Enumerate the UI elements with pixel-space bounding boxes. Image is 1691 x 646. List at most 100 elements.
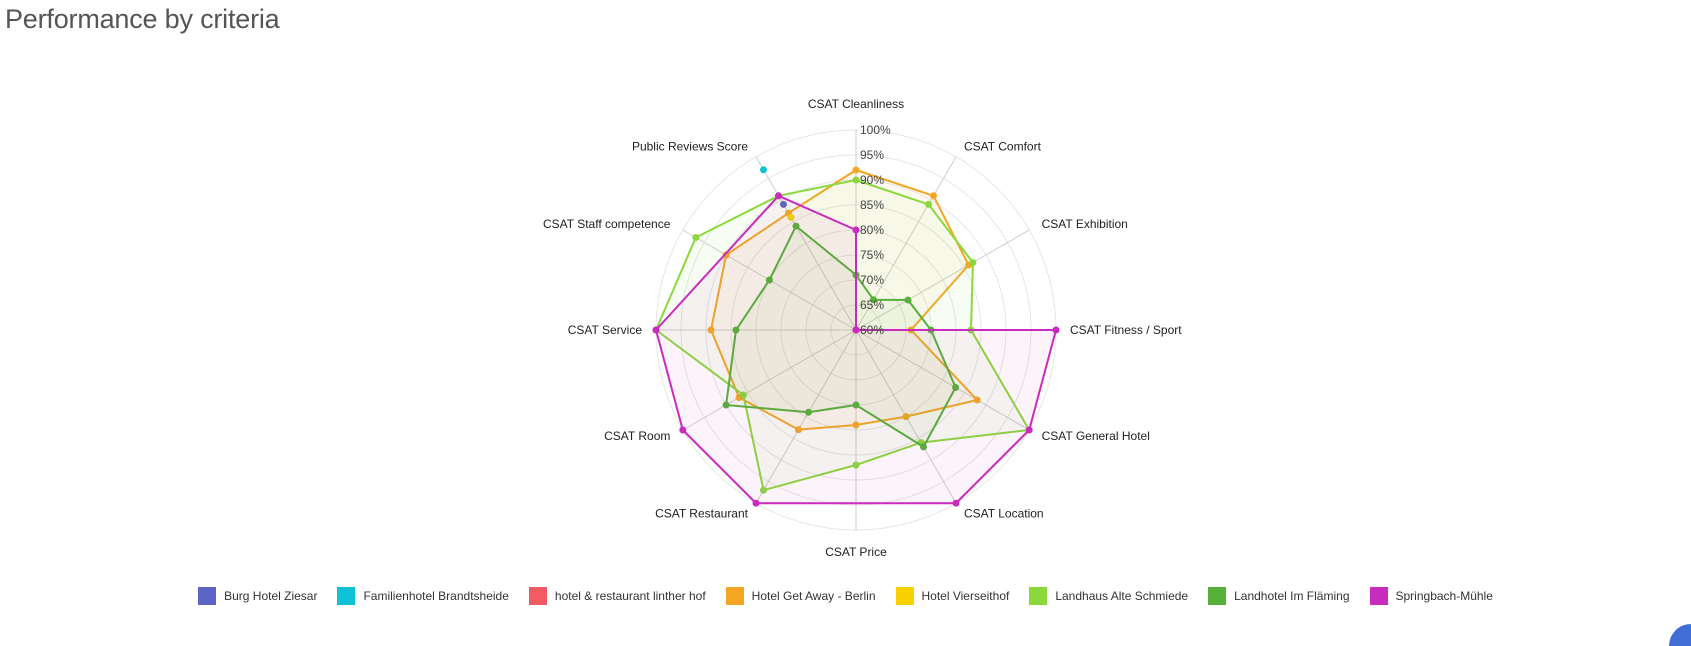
axis-label: CSAT Location (964, 507, 1044, 521)
page-title: Performance by criteria (5, 4, 280, 34)
radial-tick-label: 60% (860, 323, 884, 337)
legend-label: Burg Hotel Ziesar (224, 589, 318, 603)
axis-spoke (682, 329, 857, 431)
series-0 (780, 200, 787, 208)
data-point[interactable] (792, 222, 800, 230)
legend-item[interactable]: Hotel Get Away - Berlin (725, 587, 876, 605)
axis-label: CSAT Cleanliness (808, 97, 904, 111)
data-point[interactable] (870, 296, 877, 304)
series-5 (652, 176, 1033, 494)
legend-swatch (725, 587, 744, 605)
data-point[interactable] (969, 259, 977, 266)
axis-label: Public Reviews Score (632, 139, 748, 153)
data-point[interactable] (787, 213, 795, 221)
legend-swatch (198, 587, 217, 605)
data-point[interactable] (852, 401, 860, 409)
data-point[interactable] (902, 413, 910, 421)
series-1 (760, 166, 767, 174)
legend-label: Springbach-Mühle (1395, 589, 1493, 603)
legend-swatch (1369, 587, 1388, 605)
data-point[interactable] (1025, 426, 1033, 434)
help-launcher-button[interactable] (1669, 624, 1691, 646)
data-point[interactable] (852, 326, 860, 334)
data-point[interactable] (1052, 326, 1060, 334)
data-point[interactable] (973, 396, 981, 404)
data-point[interactable] (722, 401, 730, 409)
data-point[interactable] (852, 166, 860, 174)
data-point[interactable] (795, 426, 802, 434)
data-point[interactable] (852, 176, 860, 184)
legend-item[interactable]: Familienhotel Brandtsheide (337, 587, 509, 605)
data-point[interactable] (692, 234, 700, 241)
radial-tick-label: 80% (860, 223, 884, 237)
legend-label: Landhotel Im Fläming (1234, 589, 1350, 603)
axis-spoke (755, 156, 857, 331)
radial-tick-label: 65% (860, 298, 884, 312)
radial-tick-label: 95% (860, 148, 884, 162)
data-point[interactable] (805, 408, 812, 416)
series-area[interactable] (655, 194, 1057, 505)
legend-swatch (895, 587, 914, 605)
data-point[interactable] (652, 326, 660, 334)
data-point[interactable] (722, 251, 730, 259)
legend-label: Familienhotel Brandtsheide (363, 589, 509, 603)
radial-tick-label: 100% (860, 123, 891, 137)
axis-labels: CSAT Cleanliness CSAT Comfort CSAT Exhibit… (543, 97, 1182, 559)
axis-label: CSAT Exhibition (1042, 217, 1128, 231)
data-point[interactable] (679, 426, 687, 434)
legend-item[interactable]: Hotel Vierseithof (895, 587, 1010, 605)
legend-swatch (1208, 587, 1227, 605)
data-point[interactable] (852, 226, 860, 234)
data-point[interactable] (739, 391, 747, 399)
axis-label: CSAT Fitness / Sport (1070, 323, 1182, 337)
radial-tick-label: 85% (860, 198, 884, 212)
legend-label: hotel & restaurant linther hof (554, 589, 706, 603)
data-point[interactable] (904, 296, 912, 304)
data-point[interactable] (920, 443, 927, 451)
radial-tick-label: 90% (860, 173, 884, 187)
axis-label: CSAT Comfort (964, 139, 1042, 153)
axis-label: CSAT Service (568, 323, 643, 337)
data-point[interactable] (760, 166, 767, 174)
data-point[interactable] (707, 326, 715, 334)
data-point[interactable] (775, 192, 782, 200)
legend-label: Hotel Get Away - Berlin (751, 589, 876, 603)
radial-tick-labels: 60% 65% 70% 75% 80% 85% 90% 95% 100% (860, 123, 891, 337)
data-point[interactable] (930, 192, 937, 200)
data-point[interactable] (732, 326, 740, 334)
axis-spoke (855, 329, 1030, 431)
legend-item[interactable]: hotel & restaurant linther hof (528, 587, 706, 605)
data-point[interactable] (952, 384, 960, 391)
radial-tick-label: 75% (860, 248, 884, 262)
legend-item[interactable]: Landhotel Im Fläming (1208, 587, 1350, 605)
axis-label: CSAT Restaurant (655, 507, 749, 521)
legend-item[interactable]: Landhaus Alte Schmiede (1029, 587, 1188, 605)
axis-label: CSAT Price (825, 545, 887, 559)
axis-label: CSAT General Hotel (1042, 429, 1150, 443)
legend-label: Hotel Vierseithof (921, 589, 1010, 603)
data-point[interactable] (852, 421, 860, 429)
axis-label: CSAT Staff competence (543, 217, 671, 231)
series-7 (652, 192, 1060, 507)
data-point[interactable] (952, 499, 960, 507)
data-point[interactable] (780, 200, 787, 208)
chart-legend: Burg Hotel Ziesar Familienhotel Brandtshe… (0, 587, 1691, 605)
series-3 (707, 166, 981, 434)
data-point[interactable] (925, 200, 932, 208)
series-4 (787, 213, 795, 221)
legend-item[interactable]: Springbach-Mühle (1369, 587, 1493, 605)
data-point[interactable] (852, 461, 860, 469)
legend-item[interactable]: Burg Hotel Ziesar (198, 587, 317, 605)
legend-swatch (1029, 587, 1048, 605)
legend-swatch (337, 587, 356, 605)
axis-spoke (755, 329, 857, 504)
data-point[interactable] (760, 486, 767, 494)
radial-tick-label: 70% (860, 273, 884, 287)
radar-series (652, 166, 1060, 507)
data-point[interactable] (765, 276, 773, 284)
axis-label: CSAT Room (604, 429, 670, 443)
data-point[interactable] (752, 499, 760, 507)
legend-swatch (528, 587, 547, 605)
